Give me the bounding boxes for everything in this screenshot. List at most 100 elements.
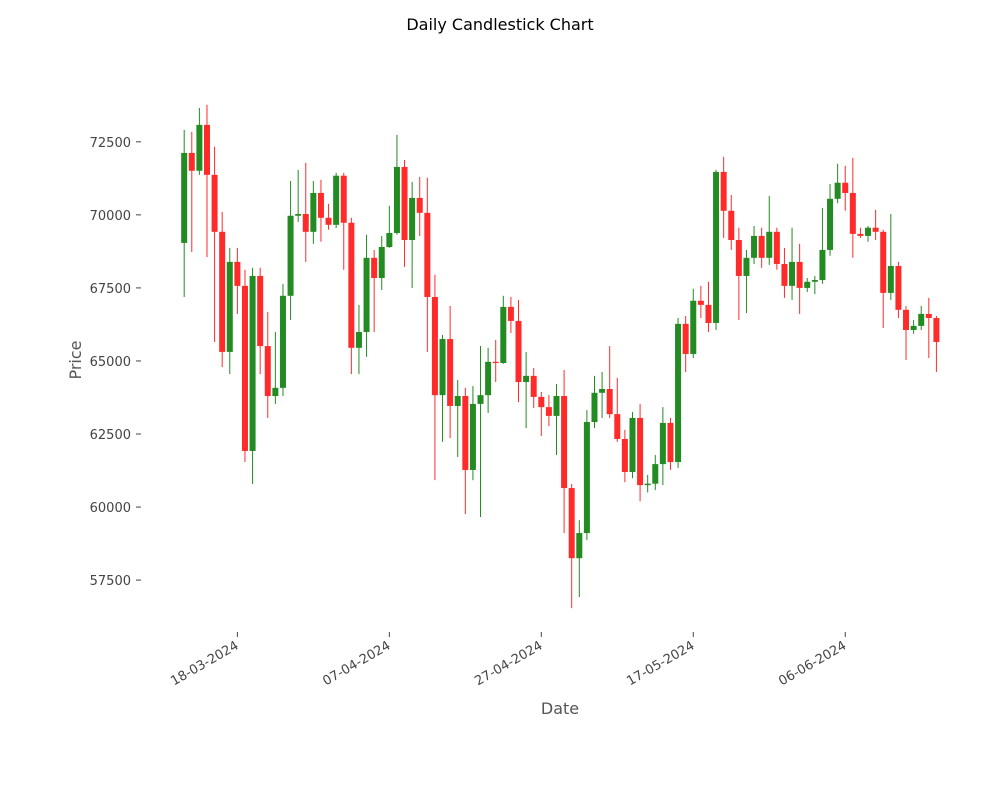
y-tick-label: 70000: [90, 209, 131, 224]
candle-body: [249, 275, 256, 451]
candle-body: [751, 235, 758, 258]
x-tick-label: 07-04-2024: [320, 638, 393, 689]
candle-body: [409, 197, 416, 240]
candle-body: [523, 375, 530, 382]
x-tick-label: 17-05-2024: [624, 638, 697, 689]
candle-body: [302, 213, 309, 232]
candle-body: [219, 231, 226, 352]
candle-body: [234, 261, 241, 286]
candle-body: [735, 239, 742, 276]
candle-body: [667, 422, 674, 463]
candle-body: [933, 318, 940, 342]
candle-body: [637, 417, 644, 486]
candle-body: [827, 198, 834, 250]
candle-body: [355, 332, 362, 348]
candle-body: [431, 296, 438, 396]
y-tick-label: 60000: [90, 501, 131, 516]
candle-body: [317, 192, 324, 218]
candle-body: [181, 152, 188, 243]
candle-body: [621, 438, 628, 472]
y-axis-label: Price: [66, 340, 85, 379]
candle-body: [773, 231, 780, 264]
candle-body: [241, 285, 248, 451]
candle-body: [849, 192, 856, 234]
candle-body: [568, 488, 575, 559]
candle-body: [348, 222, 355, 348]
candle-body: [887, 266, 894, 293]
candle-body: [690, 300, 697, 354]
candle-body: [538, 396, 545, 408]
candle-body: [880, 231, 887, 293]
candle-body: [713, 171, 720, 323]
candle-body: [796, 261, 803, 288]
candle-body: [804, 281, 811, 288]
candle-body: [530, 375, 537, 397]
y-tick-label: 57500: [90, 574, 131, 589]
candle-body: [857, 233, 864, 236]
candle-body: [340, 175, 347, 223]
y-tick-label: 62500: [90, 428, 131, 443]
candle-body: [264, 346, 271, 397]
y-tick-label: 67500: [90, 282, 131, 297]
candle-body: [865, 227, 872, 236]
candle-body: [697, 300, 704, 305]
candle-body: [492, 361, 499, 364]
candle-body: [576, 533, 583, 559]
y-tick-label: 65000: [90, 355, 131, 370]
candle-body: [910, 325, 917, 330]
chart-title: Daily Candlestick Chart: [406, 15, 593, 34]
candle-body: [500, 306, 507, 364]
candle-body: [188, 152, 195, 171]
candle-body: [257, 275, 264, 347]
candle-body: [811, 280, 818, 282]
candle-body: [226, 261, 233, 352]
candle-body: [659, 422, 666, 465]
candle-body: [918, 313, 925, 326]
candle-body: [447, 339, 454, 406]
candle-body: [591, 392, 598, 423]
candle-body: [393, 166, 400, 233]
candle-body: [279, 295, 286, 388]
candle-body: [789, 261, 796, 286]
candle-body: [720, 171, 727, 211]
candle-body: [211, 174, 218, 232]
candle-body: [454, 396, 461, 406]
y-tick-label: 72500: [90, 136, 131, 151]
candle-body: [310, 192, 317, 232]
candle-body: [553, 396, 560, 416]
x-tick-label: 27-04-2024: [472, 638, 545, 689]
candle-body: [371, 257, 378, 278]
candle-body: [439, 339, 446, 396]
candle-body: [682, 323, 689, 354]
candle-body: [629, 417, 636, 472]
candle-body: [606, 389, 613, 415]
candle-body: [834, 182, 841, 199]
candle-body: [477, 395, 484, 404]
candle-body: [781, 263, 788, 286]
candle-body: [515, 320, 522, 382]
candle-body: [903, 309, 910, 330]
candle-body: [416, 197, 423, 213]
candle-body: [599, 389, 606, 393]
candle-body: [766, 231, 773, 258]
candle-body: [644, 483, 651, 486]
candle-body: [287, 215, 294, 296]
candle-body: [819, 249, 826, 281]
candle-body: [469, 403, 476, 470]
candle-body: [272, 387, 279, 397]
candle-body: [895, 266, 902, 310]
candle-body: [758, 235, 765, 258]
candle-body: [196, 124, 203, 171]
candle-body: [925, 313, 932, 319]
candle-body: [203, 124, 210, 175]
candle-body: [675, 323, 682, 463]
candle-body: [652, 464, 659, 484]
candle-body: [872, 227, 879, 232]
candle-body: [363, 257, 370, 333]
candle-body: [561, 396, 568, 489]
x-tick-label: 18-03-2024: [168, 638, 241, 689]
candle-body: [728, 210, 735, 240]
candle-body: [485, 361, 492, 396]
candle-body: [325, 217, 332, 225]
candle-body: [462, 396, 469, 470]
